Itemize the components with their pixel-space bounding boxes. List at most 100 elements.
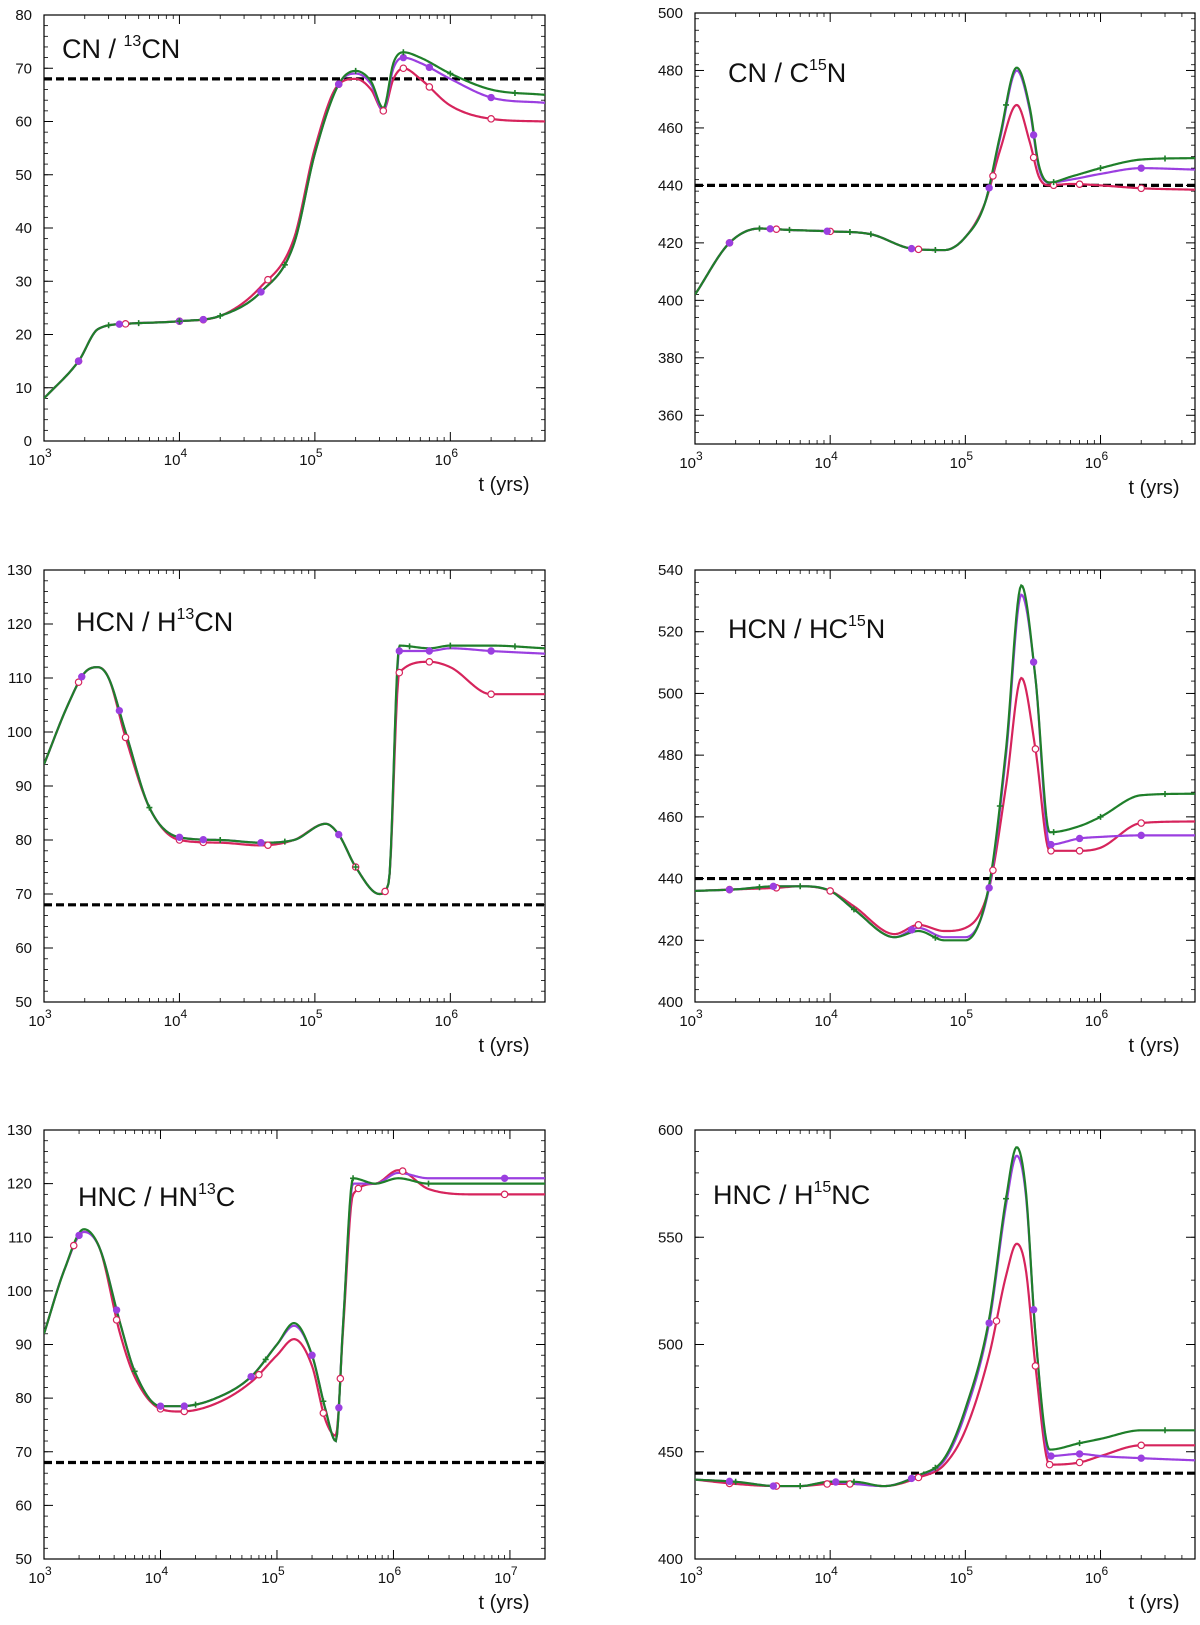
y-tick-label: 100 [7, 1283, 32, 1300]
y-tick-label: 110 [8, 1229, 32, 1246]
x-tick-exponent: 5 [966, 1007, 973, 1021]
panel-title-main: HNC / H [713, 1180, 814, 1210]
x-tick-label: 106 [435, 1007, 459, 1030]
panel-title-superscript: 13 [124, 33, 142, 50]
data-point-cross [1050, 179, 1057, 186]
panel-title-main: HCN / HC [728, 614, 848, 644]
data-point-open [1031, 745, 1040, 753]
series-line-purple [44, 1171, 545, 1443]
panel-title: HNC / HN13C [78, 1181, 235, 1212]
data-point-filled [115, 320, 124, 328]
data-point-filled [907, 244, 916, 253]
data-point-open [381, 887, 389, 896]
x-axis-label: t (yrs) [478, 474, 529, 496]
data-point-filled [1137, 1454, 1145, 1462]
panel-title-main: CN / [62, 34, 124, 64]
data-point-open [1137, 184, 1146, 193]
data-point-filled [199, 835, 207, 844]
data-point-filled [257, 839, 265, 847]
data-point-filled [78, 673, 86, 681]
data-point-filled [115, 706, 124, 715]
panel-title-rest: N [827, 58, 847, 88]
data-point-cross [217, 312, 224, 319]
data-point-open [1047, 846, 1055, 855]
data-point-cross [511, 89, 518, 96]
x-tick-exponent: 4 [161, 1564, 168, 1578]
data-point-filled [1047, 840, 1055, 849]
y-tick-label: 400 [658, 994, 683, 1011]
data-point-open [1029, 153, 1038, 162]
x-tick-label: 103 [28, 1564, 52, 1587]
x-tick-exponent: 5 [316, 1007, 323, 1021]
data-point-open [379, 107, 388, 115]
data-point-cross [406, 643, 413, 650]
x-tick-exponent: 4 [831, 1007, 838, 1021]
data-point-cross [281, 838, 288, 845]
series-line-red [44, 1169, 545, 1437]
x-tick-base: 10 [28, 1013, 45, 1030]
data-point-open [319, 1409, 328, 1417]
data-point-open [121, 733, 130, 742]
x-tick-base: 10 [435, 1013, 452, 1030]
data-point-open [772, 225, 781, 233]
data-point-filled [823, 227, 831, 235]
data-point-cross [105, 322, 112, 329]
panel-title: CN / C15N [728, 57, 846, 88]
y-tick-label: 380 [658, 350, 683, 367]
y-tick-label: 600 [658, 1122, 683, 1139]
x-tick-exponent: 4 [180, 1007, 187, 1021]
x-tick-base: 10 [164, 452, 181, 469]
x-tick-base: 10 [261, 1570, 278, 1587]
y-tick-label: 440 [658, 871, 683, 888]
x-tick-label: 103 [28, 446, 52, 469]
data-point-cross [1097, 165, 1104, 172]
data-point-filled [985, 1319, 993, 1327]
data-point-filled [335, 830, 343, 839]
x-axis-label: t (yrs) [1128, 1035, 1179, 1057]
data-point-open [1031, 1362, 1040, 1370]
x-axis-label: t (yrs) [478, 1592, 529, 1614]
y-tick-label: 130 [7, 1122, 32, 1139]
data-point-cross [352, 864, 359, 870]
data-point-filled [175, 833, 184, 841]
data-point-filled [395, 647, 404, 655]
data-point-filled [112, 1306, 121, 1314]
data-point-open [395, 668, 404, 677]
data-point-filled [1029, 658, 1038, 666]
data-point-open [264, 841, 272, 849]
y-tick-label: 70 [15, 886, 32, 903]
x-tick-exponent: 6 [394, 1564, 401, 1578]
data-point-filled [399, 53, 408, 62]
x-tick-base: 10 [814, 455, 831, 472]
y-tick-label: 400 [658, 1551, 683, 1568]
plot-frame [694, 12, 1196, 445]
data-point-filled [425, 647, 434, 655]
data-point-cross [320, 1398, 327, 1405]
x-tick-label: 103 [679, 1564, 703, 1587]
data-point-cross [932, 1464, 939, 1471]
series-line-purple [44, 647, 545, 896]
y-tick-label: 100 [7, 724, 32, 741]
series-line-red [44, 67, 545, 400]
data-point-filled [832, 1478, 840, 1486]
data-point-filled [725, 1477, 734, 1486]
data-point-filled [1075, 834, 1084, 843]
x-tick-base: 10 [28, 1570, 45, 1587]
data-point-filled [500, 1174, 509, 1182]
data-point-filled [487, 647, 495, 655]
data-point-cross [797, 883, 804, 890]
panel-title: CN / 13CN [62, 33, 180, 64]
panel-title: HCN / HC15N [728, 613, 885, 644]
data-point-filled [985, 884, 993, 892]
data-point-filled [985, 184, 993, 192]
data-point-filled [425, 63, 434, 72]
x-tick-label: 104 [814, 449, 838, 472]
y-tick-label: 70 [15, 1444, 32, 1461]
panel-title: HCN / H13CN [76, 606, 233, 637]
data-point-filled [308, 1351, 316, 1359]
data-point-cross [192, 1401, 199, 1408]
y-tick-label: 500 [658, 1337, 683, 1354]
x-tick-exponent: 7 [511, 1564, 518, 1578]
